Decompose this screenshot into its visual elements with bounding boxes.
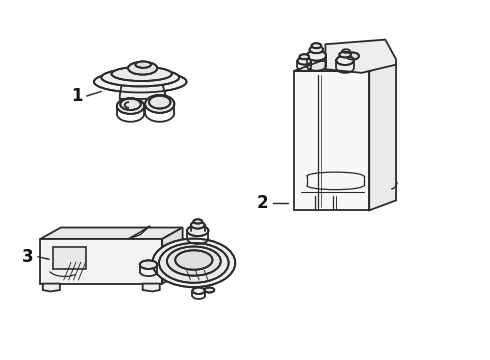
Polygon shape [162,228,183,284]
Ellipse shape [307,51,326,61]
Polygon shape [294,71,369,210]
Polygon shape [128,226,150,239]
Polygon shape [43,284,60,292]
Text: 2: 2 [256,194,268,212]
Ellipse shape [117,98,144,114]
Ellipse shape [299,54,309,59]
Polygon shape [369,61,396,210]
Polygon shape [294,61,396,71]
Ellipse shape [297,58,311,64]
Ellipse shape [94,71,187,93]
Ellipse shape [145,95,174,113]
Polygon shape [40,228,183,239]
Polygon shape [120,84,166,99]
Ellipse shape [310,46,323,53]
Ellipse shape [112,67,172,81]
Polygon shape [40,239,162,284]
Text: 1: 1 [71,87,83,105]
Text: 3: 3 [23,248,34,266]
Ellipse shape [187,225,208,236]
Ellipse shape [339,52,351,58]
Ellipse shape [346,53,359,60]
Ellipse shape [204,288,214,293]
Ellipse shape [336,56,354,65]
Ellipse shape [312,43,321,48]
Polygon shape [325,40,396,73]
Ellipse shape [167,247,221,276]
Polygon shape [52,247,86,269]
Ellipse shape [140,260,157,269]
Ellipse shape [101,68,179,86]
Ellipse shape [159,243,229,283]
Ellipse shape [152,239,235,287]
Ellipse shape [191,221,204,229]
Polygon shape [143,284,160,292]
Ellipse shape [175,250,213,270]
Ellipse shape [194,219,202,224]
Ellipse shape [135,62,151,68]
Ellipse shape [193,288,205,294]
Ellipse shape [128,62,157,75]
